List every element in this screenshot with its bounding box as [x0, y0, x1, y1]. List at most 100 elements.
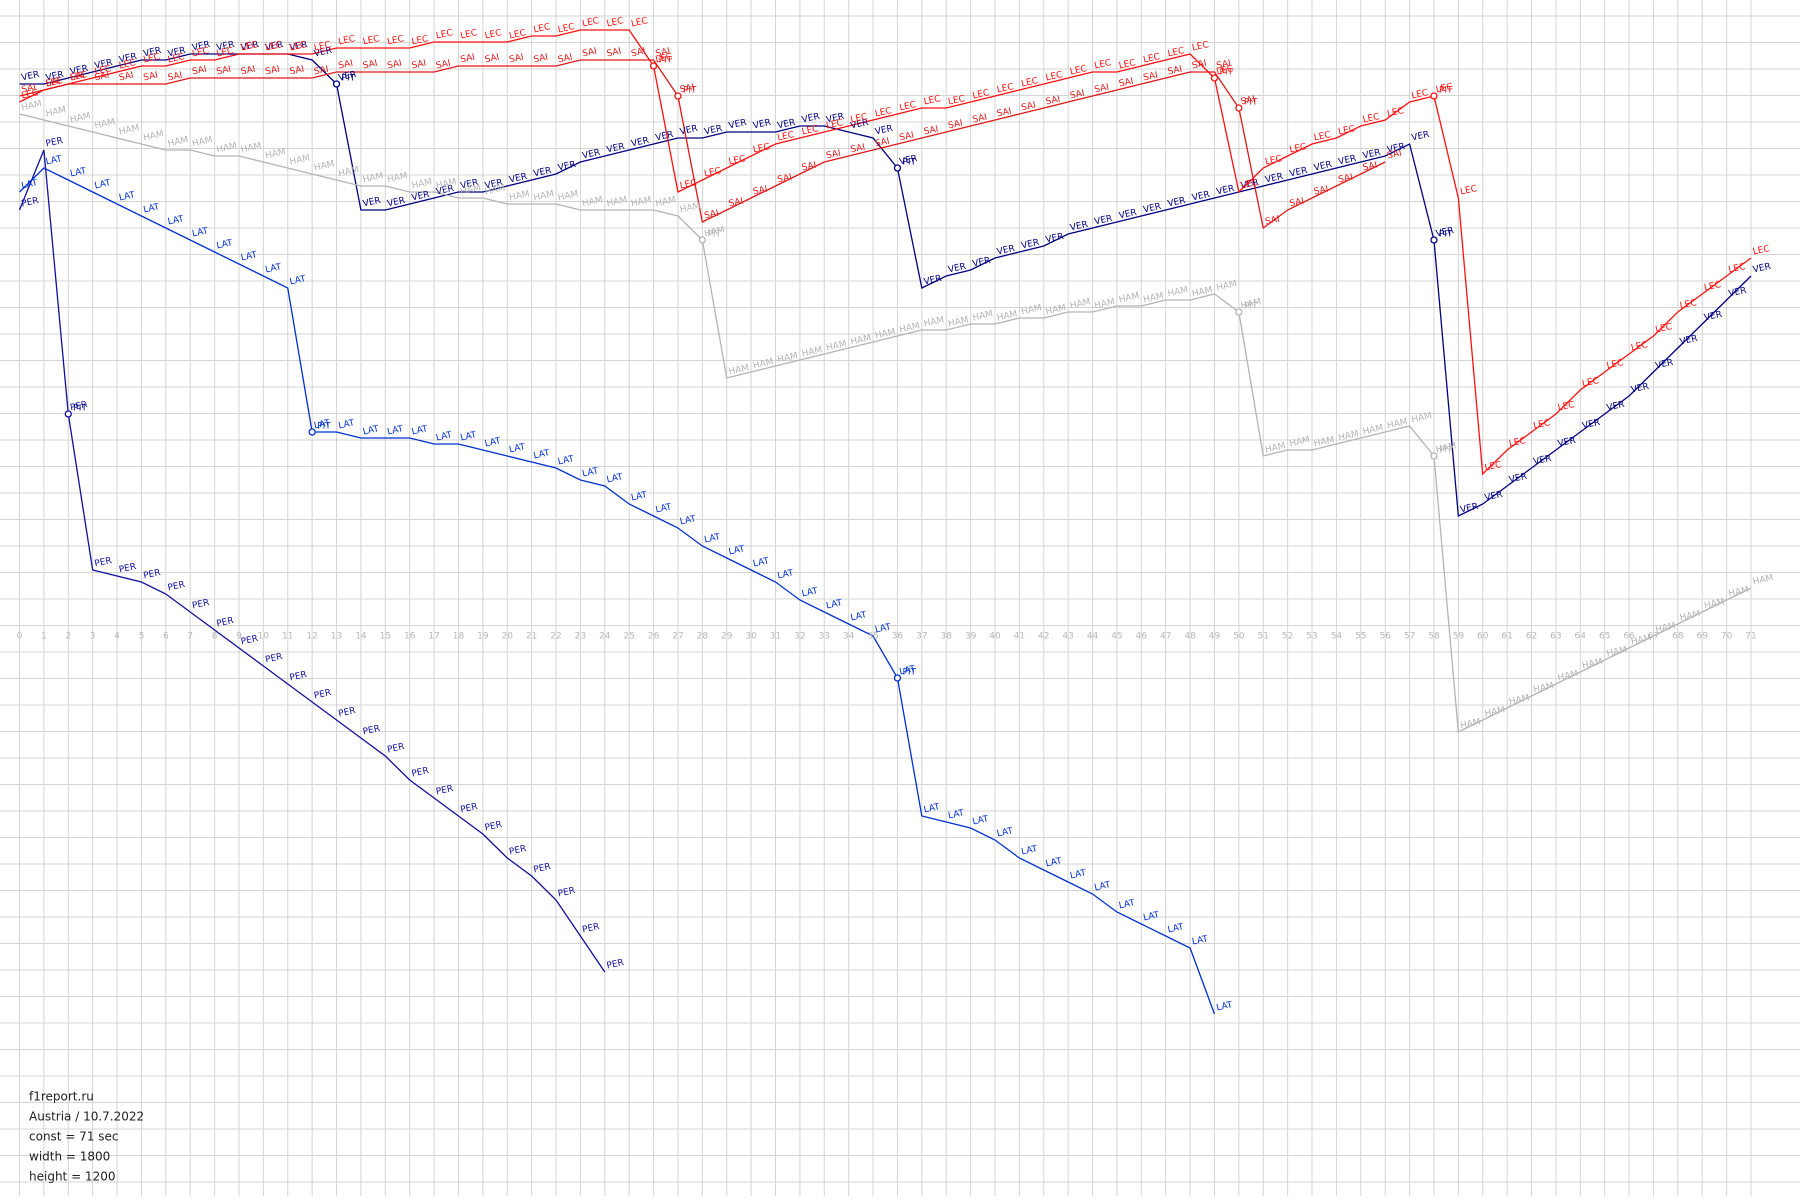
point-label: HAM: [1118, 291, 1140, 305]
point-label: VER: [1264, 172, 1284, 186]
pit-marker: [698, 236, 706, 244]
x-tick-label: 8: [212, 632, 218, 642]
point-label: HAM: [167, 135, 189, 149]
point-label: LEC: [1216, 64, 1235, 77]
point-label: LAT: [264, 262, 282, 275]
point-label: VER: [264, 40, 284, 54]
pit-marker: [332, 80, 341, 88]
point-label: VER: [728, 118, 748, 132]
x-tick-label: 67: [1648, 632, 1659, 642]
point-label: HAM: [1411, 411, 1433, 425]
point-label: HAM: [557, 189, 579, 203]
point-label: HAM: [216, 141, 238, 155]
point-label: LEC: [45, 76, 64, 89]
x-tick-label: 14: [355, 632, 367, 642]
point-label: LAT: [1191, 934, 1209, 947]
point-label: SAI: [1045, 95, 1061, 108]
point-label: HAM: [606, 195, 628, 209]
point-label: SAI: [508, 53, 524, 66]
pit-label: PIT: [659, 56, 673, 66]
point-label: HAM: [679, 201, 701, 215]
plot: [18, 29, 1752, 1015]
x-tick-label: 22: [550, 632, 561, 642]
point-label: SAI: [1240, 95, 1256, 108]
point-label: PER: [191, 598, 210, 611]
point-label: LAT: [606, 472, 624, 485]
x-tick-label: 40: [989, 632, 1001, 642]
labels: 0 1 2 3 4 5 6 7 8 9 10 11 12 13 14 15 16 17 18 19 20 21 22 23 24…: [17, 16, 1775, 1183]
point-label: HAM: [1484, 705, 1506, 719]
point-label: VER: [703, 124, 723, 138]
point-label: LEC: [1630, 340, 1649, 353]
point-label: VER: [947, 262, 967, 276]
pit-marker: [1430, 236, 1438, 244]
info-line: Austria / 10.7.2022: [29, 1110, 144, 1124]
point-label: HAM: [1020, 303, 1042, 317]
x-tick-label: 29: [721, 632, 733, 642]
point-label: LAT: [533, 448, 551, 461]
point-label: VER: [118, 52, 138, 66]
x-tick-label: 17: [428, 632, 439, 642]
point-label: LAT: [313, 418, 331, 431]
point-label: VER: [484, 178, 504, 192]
point-label: LEC: [1435, 82, 1454, 95]
point-label: SAI: [1118, 77, 1134, 90]
point-label: PER: [167, 580, 186, 593]
point-label: VER: [240, 40, 260, 54]
point-label: LAT: [1020, 844, 1038, 857]
point-label: PER: [69, 400, 88, 413]
point-label: PER: [362, 724, 381, 737]
x-tick-label: 50: [1233, 632, 1245, 642]
point-label: LEC: [118, 58, 137, 71]
point-label: SAI: [728, 197, 744, 210]
point-label: PER: [581, 922, 600, 935]
x-tick-label: 32: [794, 632, 805, 642]
point-label: SAI: [435, 59, 451, 72]
point-label: SAI: [1362, 161, 1378, 174]
point-label: PER: [460, 802, 479, 815]
point-label: LAT: [703, 532, 721, 545]
point-label: HAM: [825, 339, 847, 353]
point-label: VER: [21, 70, 41, 84]
x-tick-label: 21: [526, 632, 537, 642]
point-label: LAT: [508, 442, 526, 455]
point-label: LAT: [825, 598, 843, 611]
info-line: width = 1800: [29, 1150, 110, 1164]
point-label: SAI: [752, 185, 768, 198]
point-label: SAI: [386, 59, 402, 72]
point-label: PER: [386, 742, 405, 755]
point-label: VER: [167, 46, 187, 60]
point-label: SAI: [191, 65, 207, 78]
point-label: LEC: [1094, 58, 1113, 71]
point-label: LEC: [1557, 400, 1576, 413]
x-tick-label: 71: [1745, 632, 1756, 642]
point-label: SAI: [1264, 215, 1280, 228]
point-label: VER: [45, 70, 65, 84]
point-label: LAT: [728, 544, 746, 557]
point-label: LEC: [1142, 52, 1161, 65]
point-label: PER: [557, 886, 576, 899]
point-label: PER: [313, 688, 332, 701]
point-label: VER: [338, 70, 358, 84]
point-label: SAI: [1094, 83, 1110, 96]
point-label: LEC: [777, 130, 796, 143]
x-tick-label: 15: [380, 632, 391, 642]
x-tick-label: 0: [17, 632, 23, 642]
point-label: SAI: [1167, 65, 1183, 78]
point-label: LAT: [630, 490, 648, 503]
point-label: LEC: [606, 16, 625, 29]
point-label: LAT: [1216, 1000, 1234, 1013]
point-label: PER: [606, 958, 625, 971]
point-label: SAI: [581, 47, 597, 60]
x-tick-label: 26: [648, 632, 660, 642]
point-label: HAM: [1508, 693, 1530, 707]
point-label: LAT: [338, 418, 356, 431]
point-label: LAT: [1142, 910, 1160, 923]
point-label: VER: [923, 274, 943, 288]
point-label: LEC: [1484, 460, 1503, 473]
pit-label: PIT: [1244, 302, 1258, 312]
point-label: VER: [899, 154, 919, 168]
x-tick-label: 70: [1721, 632, 1733, 642]
point-label: LEC: [1045, 70, 1064, 83]
point-label: HAM: [264, 147, 286, 161]
